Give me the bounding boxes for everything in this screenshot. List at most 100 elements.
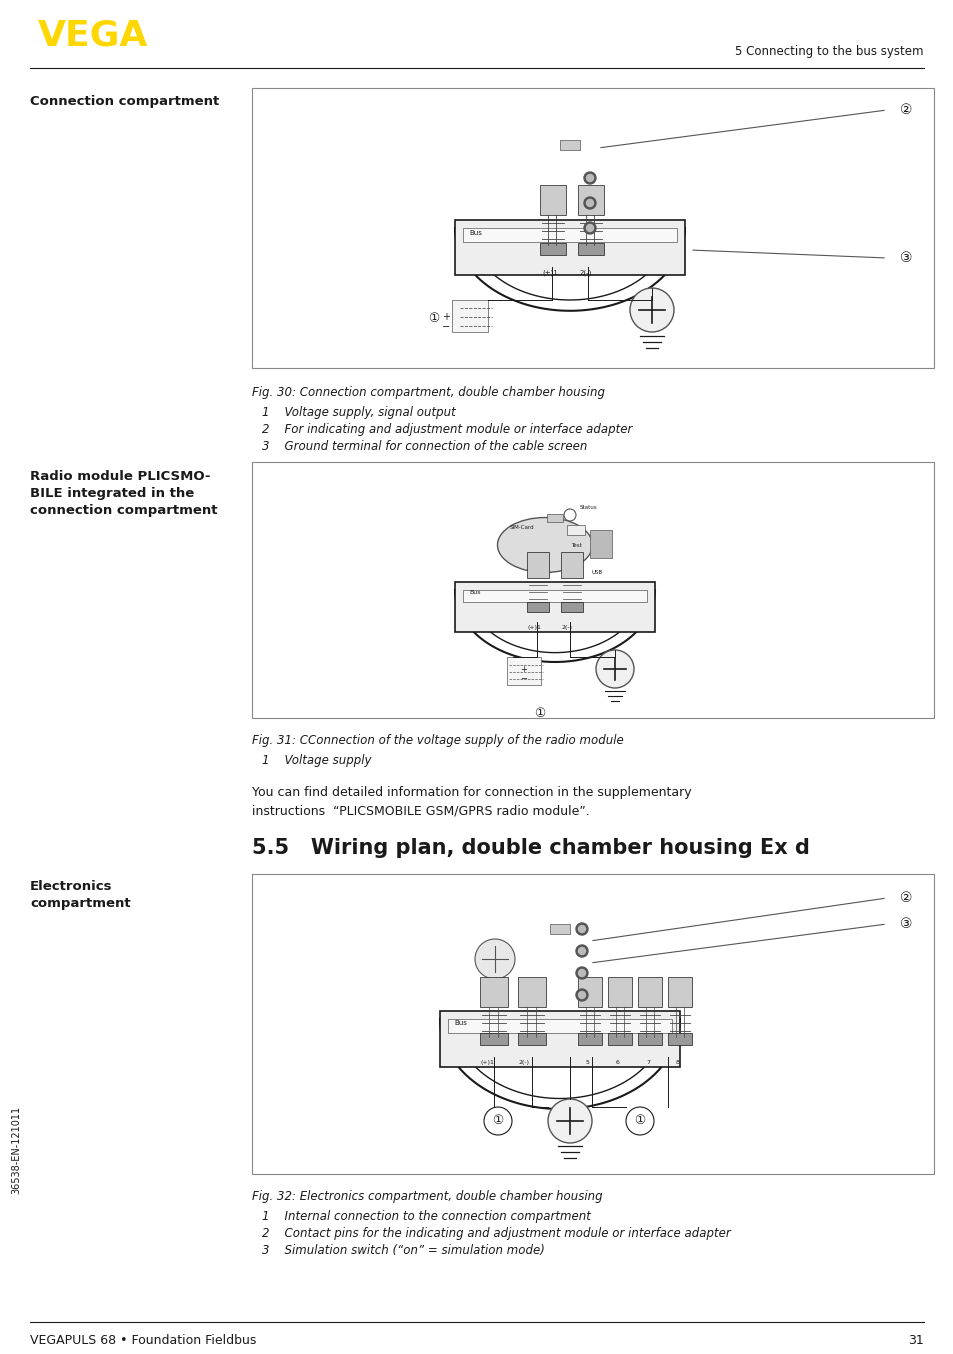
Bar (607, 1033, 631, 1045)
Bar (448, 1020, 671, 1033)
Text: 1    Voltage supply: 1 Voltage supply (262, 754, 371, 766)
Bar (607, 978, 631, 1007)
Circle shape (547, 1099, 592, 1143)
Bar (578, 978, 601, 1007)
Bar (452, 301, 488, 332)
Text: VEGA: VEGA (38, 18, 149, 51)
Text: ①: ① (634, 1114, 645, 1128)
Text: Fig. 30: Connection compartment, double chamber housing: Fig. 30: Connection compartment, double … (252, 386, 604, 399)
Bar (578, 1033, 601, 1045)
Text: Radio module PLICSMO-
BILE integrated in the
connection compartment: Radio module PLICSMO- BILE integrated in… (30, 470, 217, 517)
Text: (+)1: (+)1 (527, 626, 541, 630)
Text: 31: 31 (907, 1334, 923, 1347)
Text: ③: ③ (899, 917, 911, 932)
Text: Bus: Bus (469, 590, 480, 594)
Text: −: − (441, 322, 450, 332)
Bar (455, 582, 655, 632)
Circle shape (596, 650, 634, 688)
Circle shape (586, 175, 593, 181)
Circle shape (578, 948, 585, 955)
Text: Status: Status (579, 505, 597, 510)
Circle shape (583, 222, 596, 234)
Bar (667, 978, 691, 1007)
Text: Fig. 32: Electronics compartment, double chamber housing: Fig. 32: Electronics compartment, double… (252, 1190, 602, 1202)
Bar (439, 1011, 679, 1067)
Text: 2(-): 2(-) (518, 1060, 530, 1066)
Text: (+)1: (+)1 (541, 269, 558, 276)
Bar (667, 1033, 691, 1045)
Text: 2    Contact pins for the indicating and adjustment module or interface adapter: 2 Contact pins for the indicating and ad… (262, 1227, 730, 1240)
Text: +: + (441, 311, 450, 322)
Bar (526, 603, 548, 612)
Text: Test: Test (570, 543, 580, 548)
Bar (252, 462, 933, 718)
Circle shape (483, 1108, 512, 1135)
Ellipse shape (497, 517, 592, 573)
Text: 2    For indicating and adjustment module or interface adapter: 2 For indicating and adjustment module o… (262, 422, 632, 436)
Circle shape (563, 509, 576, 521)
Bar (252, 88, 933, 368)
Text: Fig. 31: CConnection of the voltage supply of the radio module: Fig. 31: CConnection of the voltage supp… (252, 734, 623, 747)
Circle shape (576, 923, 587, 936)
Text: ①: ① (492, 1114, 503, 1128)
Text: 5 Connecting to the bus system: 5 Connecting to the bus system (735, 45, 923, 58)
Text: 2(-): 2(-) (579, 269, 592, 276)
Circle shape (586, 225, 593, 232)
Text: ③: ③ (899, 250, 911, 265)
Text: (+)1: (+)1 (480, 1060, 495, 1066)
Bar (252, 873, 933, 1174)
Text: Bus: Bus (454, 1020, 466, 1026)
Bar (638, 978, 661, 1007)
Bar (506, 657, 540, 685)
Bar (479, 1033, 507, 1045)
Bar (462, 227, 677, 242)
Circle shape (625, 1108, 654, 1135)
Text: SIM-Card: SIM-Card (510, 525, 534, 529)
Text: USB: USB (592, 570, 602, 575)
Bar (550, 923, 569, 934)
Bar (559, 141, 579, 150)
Text: ①: ① (534, 707, 545, 720)
Bar (455, 219, 684, 275)
Bar (462, 590, 646, 603)
Text: 1    Voltage supply, signal output: 1 Voltage supply, signal output (262, 406, 456, 418)
Circle shape (578, 991, 585, 998)
Text: 2(-): 2(-) (561, 626, 573, 630)
Text: 7: 7 (645, 1060, 649, 1066)
Text: Connection compartment: Connection compartment (30, 95, 219, 108)
Text: VEGAPULS 68 • Foundation Fieldbus: VEGAPULS 68 • Foundation Fieldbus (30, 1334, 256, 1347)
Bar (560, 603, 582, 612)
Text: Electronics
compartment: Electronics compartment (30, 880, 131, 910)
Text: 1    Internal connection to the connection compartment: 1 Internal connection to the connection … (262, 1210, 590, 1223)
Bar (517, 978, 545, 1007)
Text: 36538-EN-121011: 36538-EN-121011 (11, 1106, 21, 1194)
Bar (539, 185, 565, 215)
Text: ②: ② (899, 103, 911, 116)
Bar (566, 525, 584, 535)
Text: 5: 5 (585, 1060, 589, 1066)
Text: You can find detailed information for connection in the supplementary: You can find detailed information for co… (252, 787, 691, 799)
Text: 5.5   Wiring plan, double chamber housing Ex d: 5.5 Wiring plan, double chamber housing … (252, 838, 809, 858)
Bar (539, 242, 565, 255)
Text: instructions  “PLICSMOBILE GSM/GPRS radio module”.: instructions “PLICSMOBILE GSM/GPRS radio… (252, 806, 589, 818)
Circle shape (576, 967, 587, 979)
Bar (578, 242, 603, 255)
Text: Bus: Bus (469, 230, 481, 236)
Bar (638, 1033, 661, 1045)
Circle shape (576, 945, 587, 957)
Circle shape (583, 172, 596, 184)
Bar (589, 529, 612, 558)
Bar (526, 552, 548, 578)
Text: 3    Ground terminal for connection of the cable screen: 3 Ground terminal for connection of the … (262, 440, 587, 454)
Text: ②: ② (899, 891, 911, 904)
Bar (517, 1033, 545, 1045)
Text: −: − (520, 674, 527, 682)
Bar (578, 185, 603, 215)
Circle shape (586, 199, 593, 207)
Circle shape (629, 288, 673, 332)
Circle shape (578, 969, 585, 976)
Text: ①: ① (428, 311, 439, 325)
Text: +: + (520, 665, 527, 674)
Text: 3    Simulation switch (“on” = simulation mode): 3 Simulation switch (“on” = simulation m… (262, 1244, 544, 1257)
Text: 6: 6 (616, 1060, 619, 1066)
